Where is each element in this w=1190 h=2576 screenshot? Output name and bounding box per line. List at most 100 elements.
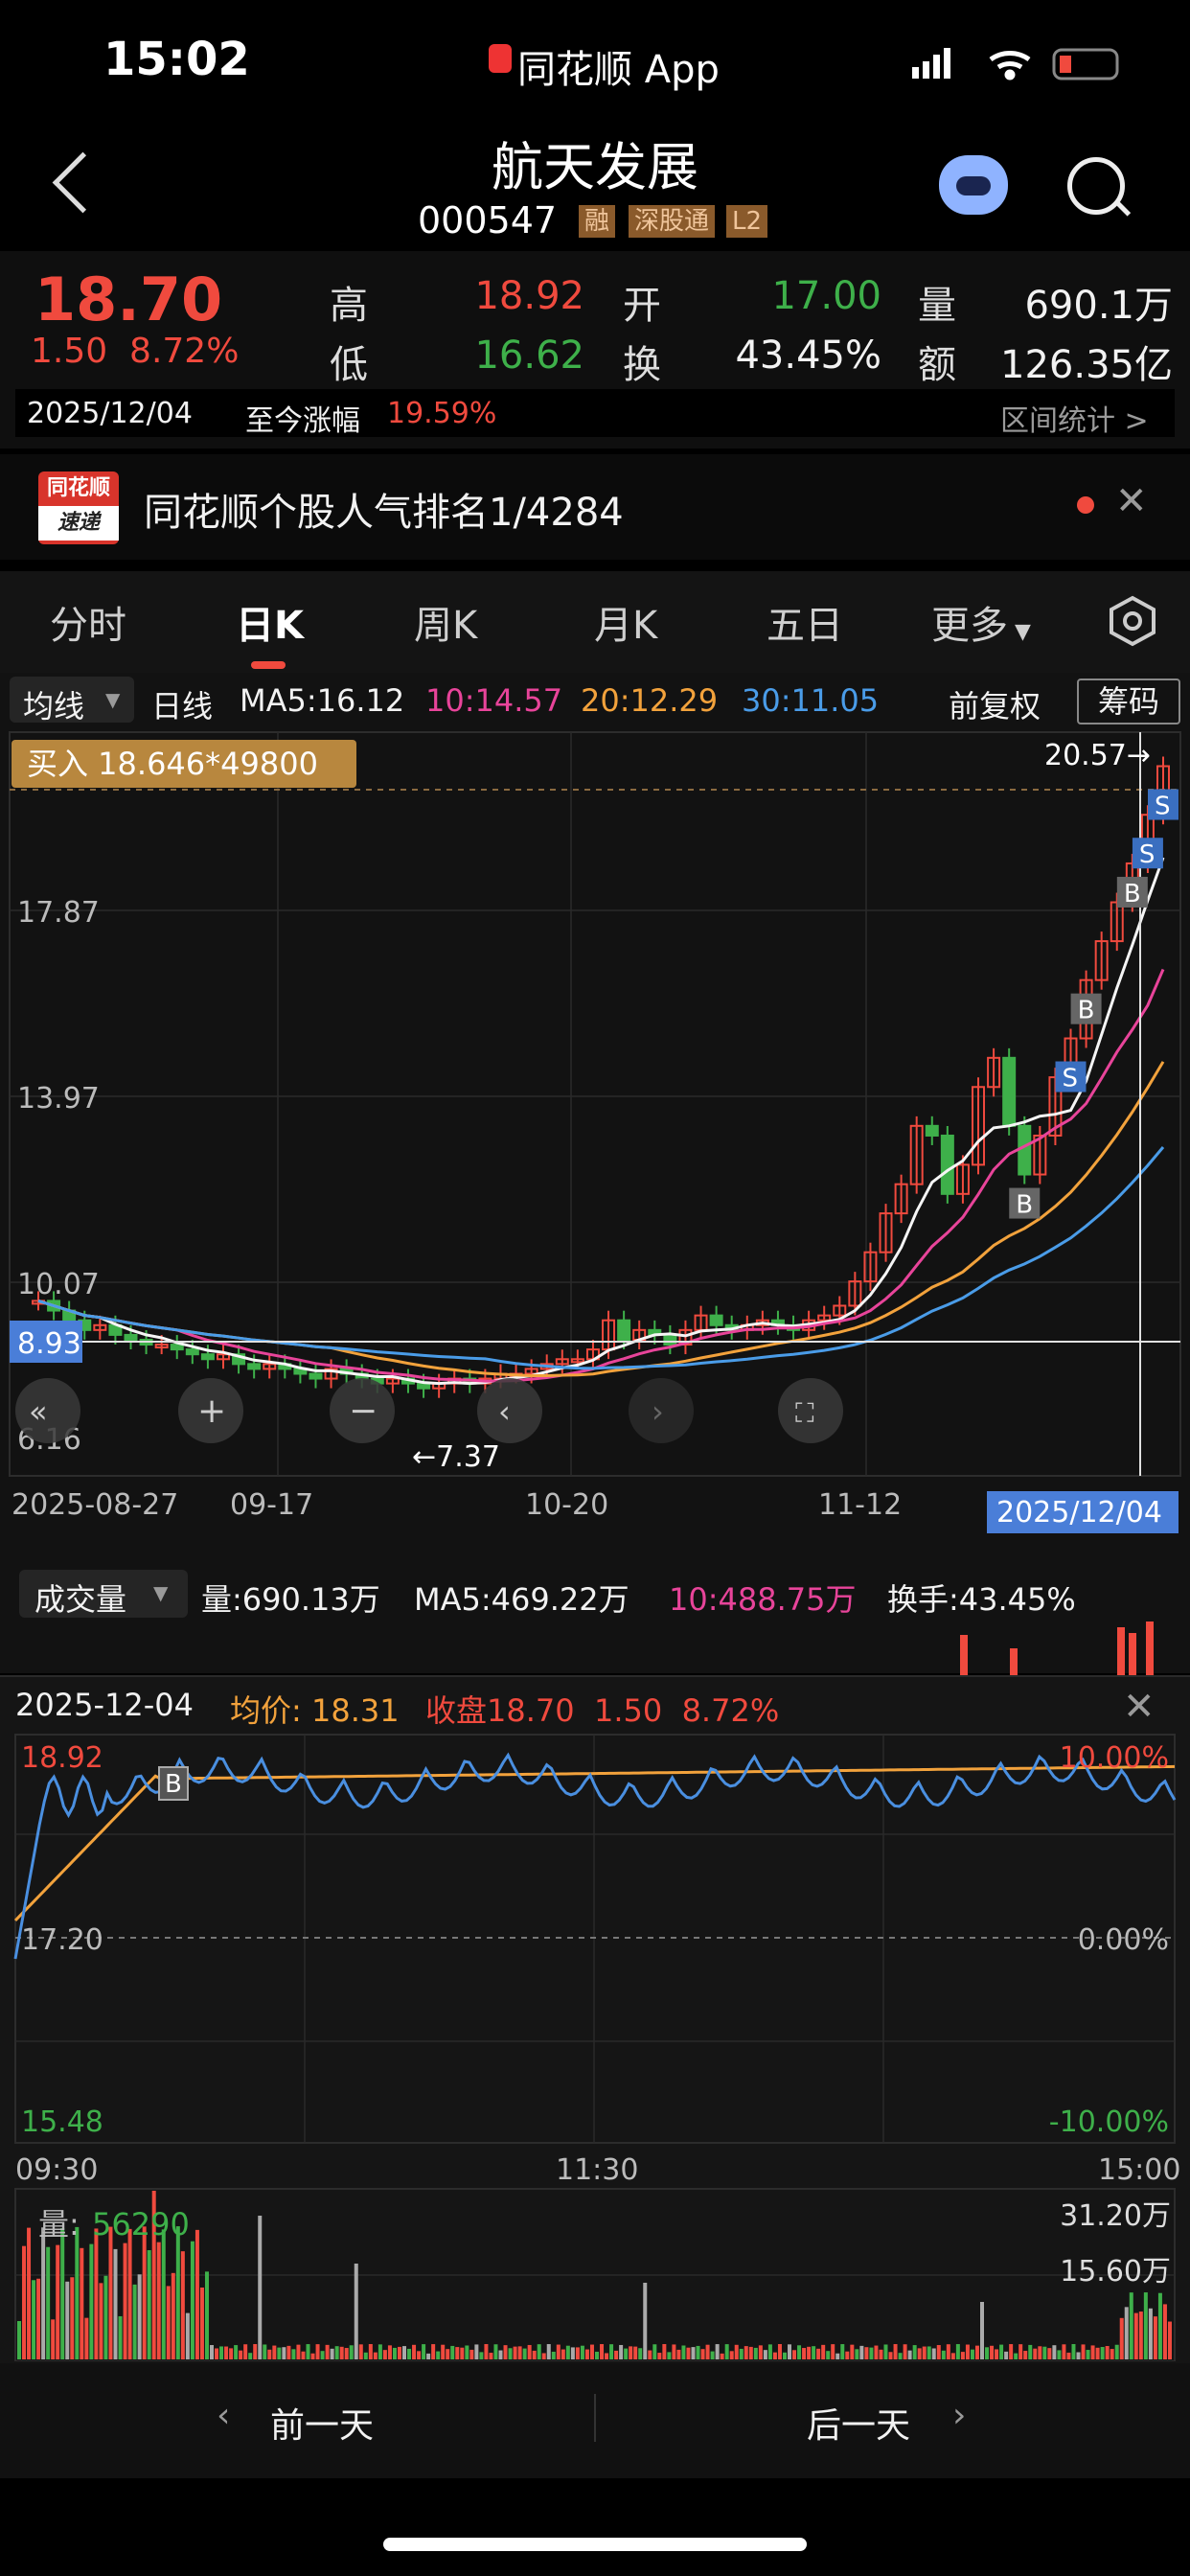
volume-bar bbox=[1009, 2344, 1014, 2359]
volume-bar bbox=[797, 2345, 802, 2359]
time-label-close: 15:00 bbox=[1098, 2153, 1180, 2187]
settings-hexagon-icon[interactable] bbox=[1106, 594, 1159, 648]
candle bbox=[524, 1368, 538, 1375]
stock-name: 航天发展 bbox=[492, 137, 698, 197]
volume-bar bbox=[565, 2345, 570, 2359]
adjust-mode[interactable]: 前复权 bbox=[949, 688, 1041, 724]
volume-bar bbox=[156, 2242, 161, 2359]
kline-chart[interactable]: 买入 18.646*49800 20.57→ 17.87 13.97 10.07… bbox=[0, 726, 1190, 1570]
x-highlight-box bbox=[987, 1491, 1179, 1533]
ma30-value: 30:11.05 bbox=[742, 682, 880, 719]
caret-down-icon: ▼ bbox=[1008, 620, 1031, 644]
news-logo-top: 同花顺 bbox=[46, 476, 110, 500]
volume-bar bbox=[36, 2278, 41, 2359]
close-intraday-icon[interactable]: ✕ bbox=[1123, 1685, 1156, 1729]
status-bar: 15:02 同花顺 App bbox=[0, 0, 1190, 125]
next-day-button[interactable]: 后一天 bbox=[807, 2406, 911, 2446]
intraday-chart[interactable]: 18.92 17.20 15.48 10.00% 0.00% -10.00% B… bbox=[0, 1729, 1190, 2361]
tab-monthly-k[interactable]: 月K bbox=[594, 604, 658, 648]
volume-bar bbox=[729, 2351, 734, 2359]
volume-bar bbox=[108, 2226, 113, 2359]
volume-bar bbox=[493, 2344, 498, 2359]
volume-bar bbox=[1162, 2304, 1167, 2359]
close-change-pct: 8.72% bbox=[681, 1692, 780, 1729]
intraday-mid-pct: 0.00% bbox=[1078, 1923, 1169, 1957]
range-stats-link[interactable]: 区间统计 > bbox=[1000, 404, 1149, 438]
volume-bar bbox=[17, 2321, 21, 2359]
volume-bar bbox=[513, 2346, 517, 2359]
volume-bar bbox=[855, 2349, 859, 2359]
volume-indicator-select[interactable] bbox=[19, 1570, 188, 1618]
volume-bar bbox=[253, 2344, 258, 2359]
zoom-out-button[interactable] bbox=[330, 1378, 395, 1443]
candle bbox=[909, 1124, 924, 1185]
volume-bar bbox=[1114, 2344, 1119, 2359]
rewind-button[interactable] bbox=[15, 1378, 80, 1443]
tab-daily-k[interactable]: 日K bbox=[236, 604, 304, 648]
volume-bar bbox=[782, 2352, 787, 2359]
volume-bar bbox=[657, 2353, 662, 2359]
volume-bar bbox=[407, 2348, 412, 2359]
volume-bar bbox=[960, 2352, 965, 2359]
search-icon[interactable] bbox=[1067, 157, 1125, 215]
volume-bar bbox=[903, 2344, 907, 2359]
ma-mode-label: 均线 bbox=[23, 688, 85, 724]
tab-more[interactable]: 更多 ▼ bbox=[931, 594, 1031, 650]
amount-label: 额 bbox=[918, 343, 956, 387]
volume-bar bbox=[402, 2346, 406, 2359]
volume-bar bbox=[619, 2344, 624, 2359]
volume-bar bbox=[667, 2352, 672, 2359]
ma-mode-select[interactable] bbox=[10, 677, 134, 723]
candle bbox=[925, 1124, 939, 1137]
volume-bar bbox=[498, 2350, 503, 2359]
volume-bar bbox=[1157, 2292, 1162, 2359]
zoom-in-button[interactable] bbox=[178, 1378, 243, 1443]
volume-bar bbox=[282, 2347, 286, 2359]
assistant-robot-icon[interactable] bbox=[939, 155, 1008, 215]
close-news-icon[interactable]: ✕ bbox=[1115, 479, 1148, 523]
volume-bar bbox=[32, 2280, 36, 2359]
minus-icon: − bbox=[349, 1392, 378, 1431]
volume-bar bbox=[912, 2345, 917, 2359]
volume-bar bbox=[1033, 2348, 1038, 2359]
tab-intraday[interactable]: 分时 bbox=[50, 604, 126, 648]
volume-bar bbox=[272, 2345, 277, 2359]
x-label-1: 2025-08-27 bbox=[11, 1488, 178, 1522]
volume-bar bbox=[845, 2351, 850, 2359]
open-label: 开 bbox=[623, 284, 661, 328]
tab-five-day[interactable]: 五日 bbox=[767, 604, 843, 648]
intraday-mid-price: 17.20 bbox=[21, 1923, 103, 1957]
scroll-right-button[interactable] bbox=[629, 1378, 694, 1443]
time-label-open: 09:30 bbox=[15, 2153, 98, 2187]
expand-icon: ⛶ bbox=[795, 1397, 814, 1429]
volume-label: 量 bbox=[918, 284, 956, 328]
trade-marker-box bbox=[1148, 789, 1179, 820]
volume-dropdown-icon: ▼ bbox=[153, 1581, 169, 1604]
candle bbox=[987, 1056, 1001, 1089]
volume-bar bbox=[970, 2349, 974, 2359]
news-banner[interactable] bbox=[0, 454, 1190, 560]
volume-bar bbox=[1167, 2321, 1172, 2359]
nav-divider bbox=[594, 2394, 596, 2442]
volume-bar bbox=[859, 2345, 864, 2359]
volume-bar bbox=[1081, 2344, 1086, 2359]
fullscreen-button[interactable] bbox=[778, 1378, 843, 1443]
volume-bar bbox=[229, 2348, 234, 2359]
chips-button[interactable]: 筹码 bbox=[1077, 678, 1180, 724]
prev-day-button[interactable]: 前一天 bbox=[270, 2406, 375, 2446]
volume-bar bbox=[1105, 2346, 1110, 2359]
volume-bar bbox=[315, 2344, 320, 2359]
volume-bar bbox=[27, 2227, 32, 2359]
volume-bar bbox=[349, 2345, 354, 2359]
tab-weekly-k[interactable]: 周K bbox=[414, 604, 478, 648]
scroll-left-button[interactable] bbox=[477, 1378, 542, 1443]
volume-bar bbox=[422, 2344, 426, 2359]
volume-bar bbox=[1095, 2347, 1100, 2359]
intraday-date: 2025-12-04 bbox=[15, 1687, 194, 1723]
volume-bar bbox=[724, 2344, 729, 2359]
volume-bar bbox=[56, 2244, 60, 2359]
volume-bar bbox=[950, 2353, 955, 2359]
volume-bar bbox=[142, 2226, 147, 2359]
volume-bar bbox=[609, 2344, 614, 2359]
candle bbox=[1002, 1056, 1017, 1127]
